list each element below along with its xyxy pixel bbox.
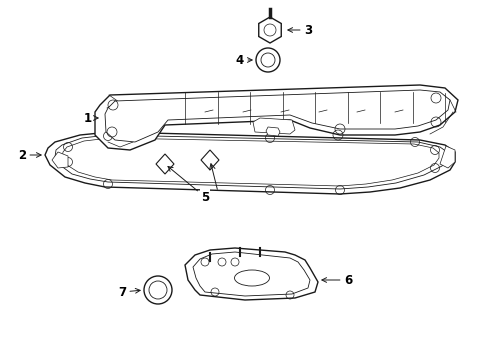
Text: 7: 7 <box>118 285 140 298</box>
Text: 2: 2 <box>18 149 41 162</box>
Polygon shape <box>55 135 446 189</box>
Polygon shape <box>184 248 317 300</box>
Text: 3: 3 <box>287 23 311 36</box>
Text: 4: 4 <box>235 54 252 67</box>
Polygon shape <box>105 90 449 142</box>
Text: 6: 6 <box>321 274 351 287</box>
Polygon shape <box>252 118 294 134</box>
Polygon shape <box>258 17 281 43</box>
Text: 5: 5 <box>168 166 209 203</box>
Polygon shape <box>439 146 454 168</box>
Polygon shape <box>62 138 438 186</box>
Polygon shape <box>52 152 68 168</box>
Polygon shape <box>193 252 309 296</box>
Text: 1: 1 <box>84 112 98 125</box>
Polygon shape <box>265 127 280 136</box>
Polygon shape <box>95 85 457 150</box>
Polygon shape <box>45 132 454 194</box>
